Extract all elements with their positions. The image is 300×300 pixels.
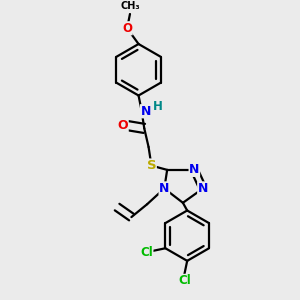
Text: H: H [153,100,163,113]
Text: S: S [147,159,156,172]
Text: CH₃: CH₃ [120,1,140,11]
Text: Cl: Cl [140,246,153,259]
Text: Cl: Cl [178,274,191,287]
Text: N: N [189,164,200,176]
Text: N: N [140,105,151,118]
Text: O: O [122,22,132,35]
Text: N: N [198,182,208,195]
Text: N: N [159,182,169,195]
Text: O: O [118,119,128,132]
